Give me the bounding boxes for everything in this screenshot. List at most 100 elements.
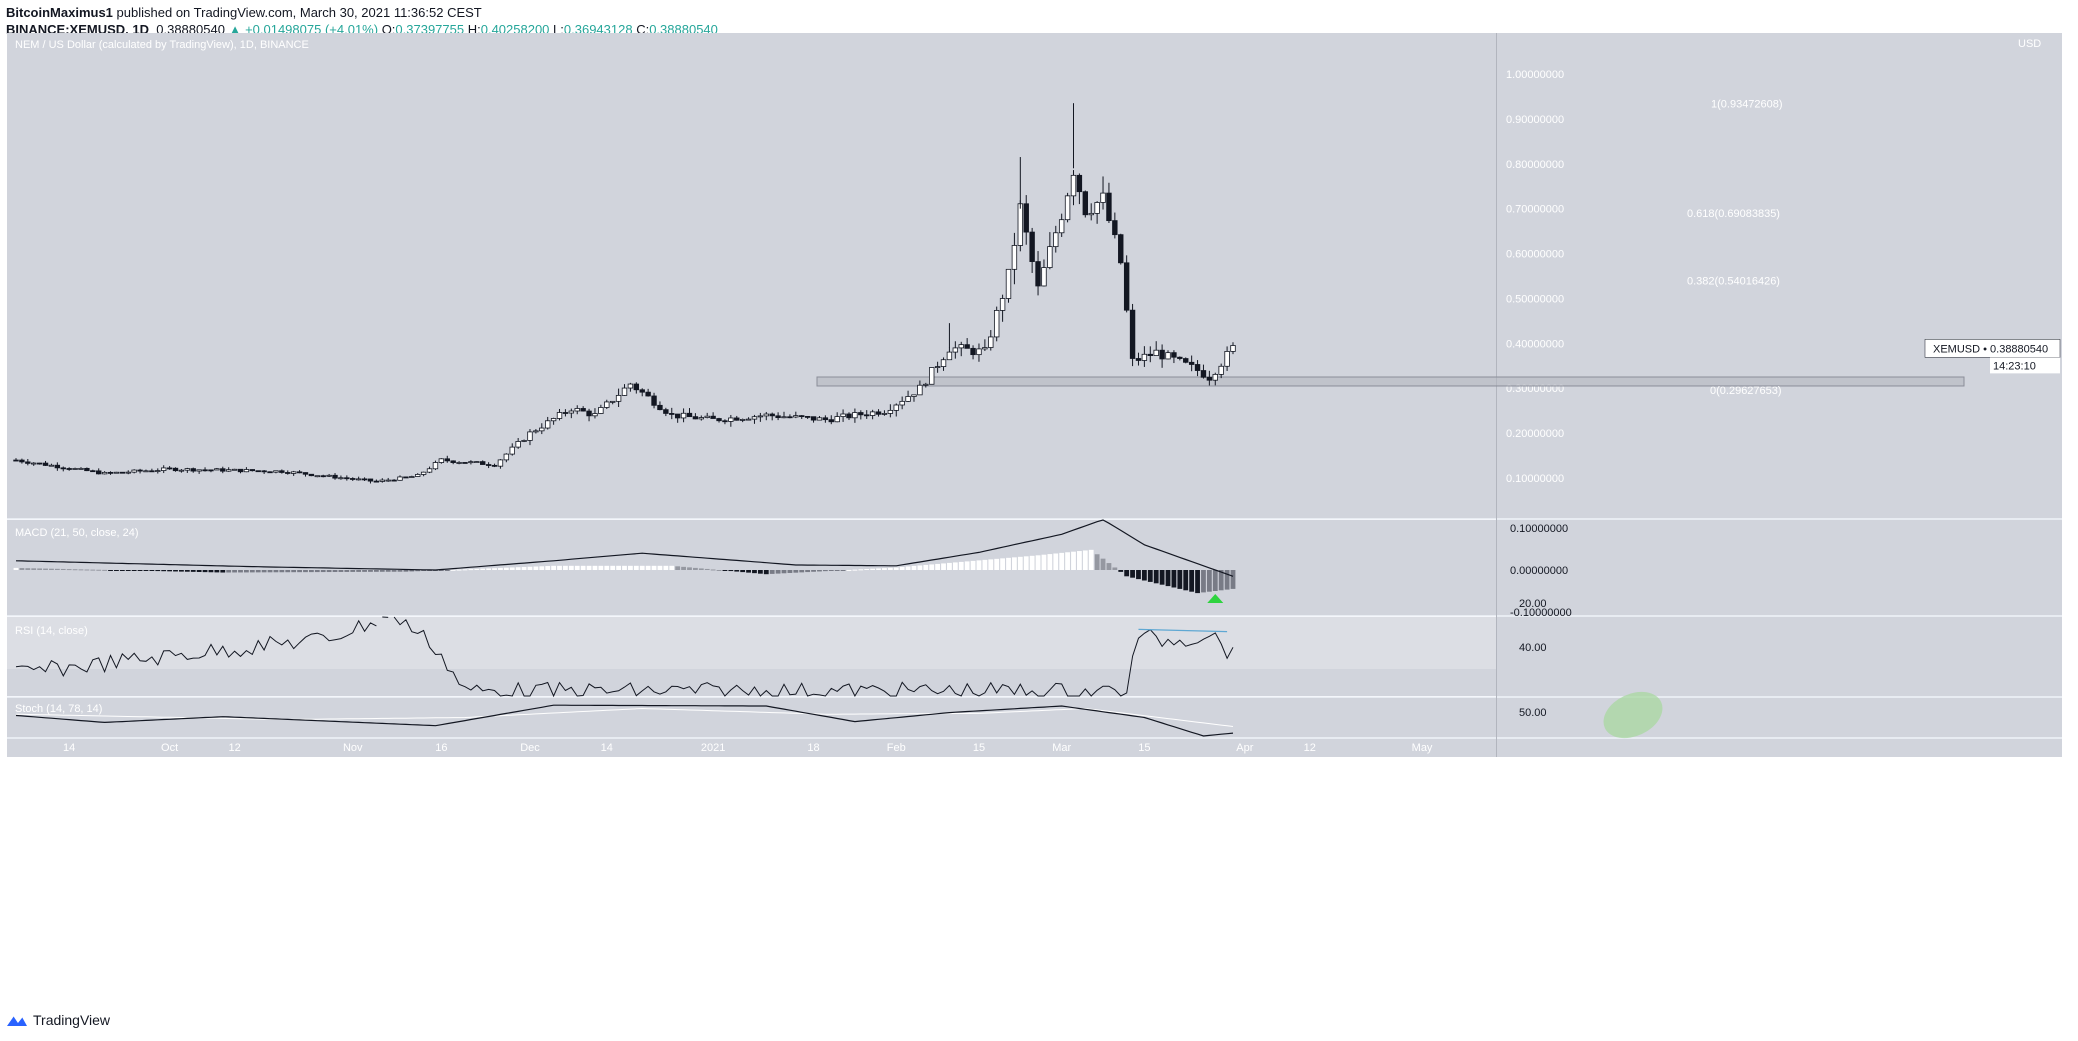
candle-body (899, 400, 905, 406)
macd-hist-bar (616, 565, 621, 570)
candle-body (243, 469, 250, 473)
macd-hist-bar (568, 565, 574, 570)
macd-hist-bar (681, 566, 686, 570)
candle-body (993, 310, 1000, 338)
macd-hist-bar (787, 570, 793, 573)
macd-hist-bar (498, 567, 503, 570)
macd-hist-bar (1088, 549, 1094, 570)
candle-body (13, 459, 19, 462)
macd-hist-bar (273, 570, 279, 573)
macd-hist-bar (858, 569, 864, 571)
macd-hist-bar (988, 559, 994, 570)
candle-body (1029, 231, 1035, 262)
candle-body (544, 420, 551, 429)
candle-body (19, 459, 25, 463)
candle-body (36, 462, 43, 465)
time-axis-tick: Oct (161, 742, 178, 754)
macd-hist-bar (675, 566, 681, 570)
macd-hist-bar (308, 570, 314, 573)
macd-hist-bar (1201, 570, 1206, 593)
macd-hist-bar (952, 562, 958, 570)
macd-axis-tick: -0.10000000 (1510, 607, 1572, 619)
candle-body (905, 396, 911, 402)
macd-hist-bar (1147, 570, 1153, 582)
candle-body (657, 404, 663, 411)
candle-body (391, 479, 397, 482)
candle-body (1035, 261, 1041, 287)
author-name[interactable]: BitcoinMaximus1 (6, 5, 113, 20)
macd-hist-bar (604, 565, 610, 570)
candle-body (592, 413, 598, 417)
candle-body (1188, 361, 1195, 365)
candle-body (686, 412, 693, 418)
stoch-k-line (15, 704, 1234, 737)
macd-hist-bar (1224, 570, 1230, 590)
macd-hist-bar (1059, 552, 1065, 570)
macd-hist-bar (90, 569, 96, 571)
macd-pane-bg (7, 520, 1496, 616)
countdown-tag (1990, 357, 2060, 374)
candle-body (633, 383, 640, 391)
stoch-d-line (15, 707, 1234, 727)
macd-hist-bar (598, 565, 604, 570)
candle-body (113, 471, 120, 474)
macd-hist-bar (1076, 551, 1082, 570)
candle-body (816, 417, 823, 421)
candle-body (308, 473, 315, 477)
footer-brand[interactable]: TradingView (6, 1012, 110, 1028)
candle-body (1047, 246, 1053, 268)
macd-hist-bar (1118, 570, 1124, 572)
macd-hist-bar (805, 570, 811, 573)
macd-hist-bar (249, 570, 255, 573)
macd-hist-bar (923, 564, 929, 570)
candle-body (456, 462, 462, 464)
macd-hist-bar (728, 570, 734, 572)
macd-hist-bar (876, 568, 881, 570)
candle-body (781, 416, 787, 419)
candle-body (799, 415, 805, 418)
candle-body (184, 468, 191, 471)
candle-body (131, 469, 137, 473)
candle-body (409, 476, 415, 478)
candle-body (615, 394, 622, 402)
macd-hist-bar (893, 567, 899, 570)
macd-hist-bar (368, 570, 373, 572)
candle-body (107, 471, 114, 474)
candle-body (432, 462, 439, 470)
macd-hist-bar (515, 567, 521, 570)
macd-hist-bar (580, 565, 586, 570)
macd-hist-bar (291, 570, 297, 573)
candle-body (208, 469, 214, 472)
macd-hist-bar (338, 570, 344, 572)
candle-body (716, 418, 722, 422)
candle-body (822, 417, 829, 421)
candle-body (1230, 345, 1236, 352)
candle-body (1206, 376, 1213, 381)
macd-hist-bar (314, 570, 320, 573)
macd-hist-bar (403, 570, 409, 572)
macd-hist-bar (102, 569, 108, 571)
chart-canvas[interactable]: NEM / US Dollar (calculated by TradingVi… (0, 0, 2078, 1010)
macd-hist-bar (66, 569, 72, 571)
macd-hist-bar (834, 570, 840, 571)
candle-body (231, 468, 238, 471)
candle-body (669, 413, 675, 415)
macd-hist-bar (1177, 570, 1183, 589)
macd-hist-bar (763, 570, 769, 575)
candle-body (444, 458, 450, 462)
macd-hist-bar (793, 570, 799, 573)
macd-hist-bar (161, 570, 167, 572)
macd-hist-bar (1165, 570, 1171, 587)
macd-hist-bar (480, 568, 486, 570)
candle-body (468, 461, 474, 464)
candle-body (1153, 349, 1159, 357)
macd-hist-bar (870, 568, 876, 570)
candle-body (403, 476, 409, 479)
candle-body (1094, 202, 1100, 214)
candle-body (420, 471, 427, 475)
macd-hist-bar (415, 570, 421, 572)
macd-hist-bar (462, 569, 468, 571)
macd-histogram (13, 549, 1236, 594)
macd-hist-bar (610, 565, 616, 570)
candle-body (1212, 373, 1218, 381)
